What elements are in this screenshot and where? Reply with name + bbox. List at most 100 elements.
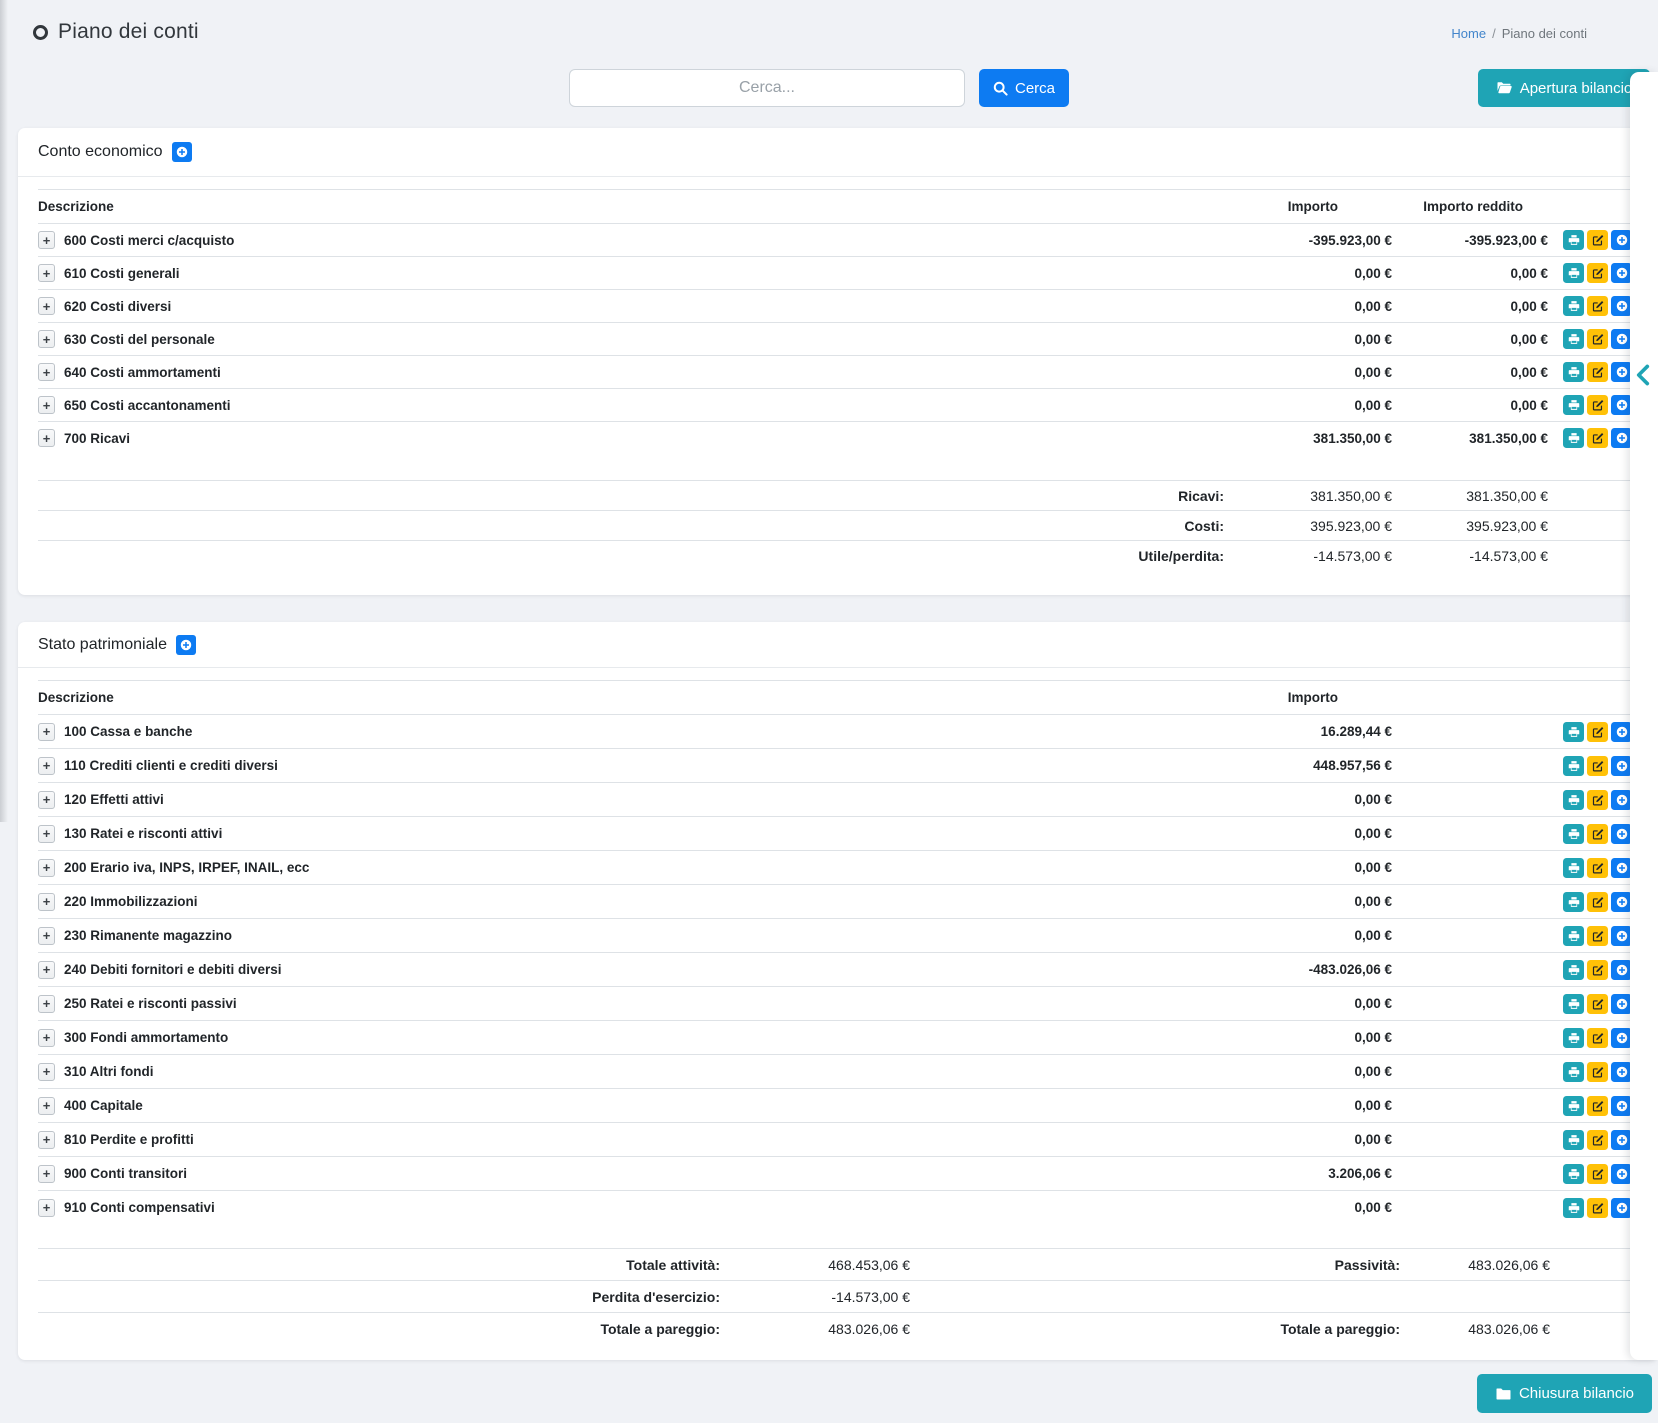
print-button[interactable] — [1563, 296, 1584, 316]
add-subaccount-button[interactable] — [1611, 395, 1632, 415]
edit-button[interactable] — [1587, 857, 1608, 878]
edit-button[interactable] — [1587, 230, 1608, 250]
add-subaccount-button[interactable] — [1611, 296, 1632, 316]
expand-row-button[interactable]: + — [38, 264, 55, 282]
expand-row-button[interactable]: + — [38, 1164, 55, 1183]
edit-button[interactable] — [1587, 959, 1608, 980]
add-subaccount-button[interactable] — [1611, 1095, 1632, 1116]
expand-row-button[interactable]: + — [38, 824, 55, 843]
apertura-bilancio-button[interactable]: Apertura bilancio — [1478, 69, 1650, 107]
print-button[interactable] — [1563, 925, 1584, 946]
print-button[interactable] — [1563, 1197, 1584, 1218]
print-button[interactable] — [1563, 1163, 1584, 1184]
add-subaccount-button[interactable] — [1611, 362, 1632, 382]
print-button[interactable] — [1563, 1129, 1584, 1150]
print-button[interactable] — [1563, 721, 1584, 742]
expand-row-button[interactable]: + — [38, 1198, 55, 1217]
edit-button[interactable] — [1587, 1163, 1608, 1184]
add-subaccount-button[interactable] — [1611, 263, 1632, 283]
add-subaccount-button[interactable] — [1611, 857, 1632, 878]
add-subaccount-button[interactable] — [1611, 1061, 1632, 1082]
edit-button[interactable] — [1587, 993, 1608, 1014]
breadcrumb-home-link[interactable]: Home — [1451, 26, 1487, 41]
account-row: + 650 Costi accantonamenti 0,00 € 0,00 € — [38, 388, 1650, 421]
add-subaccount-button[interactable] — [1611, 1129, 1632, 1150]
expand-row-button[interactable]: + — [38, 994, 55, 1013]
edit-button[interactable] — [1587, 362, 1608, 382]
edit-button[interactable] — [1587, 755, 1608, 776]
print-button[interactable] — [1563, 263, 1584, 283]
add-subaccount-button[interactable] — [1611, 1163, 1632, 1184]
print-button[interactable] — [1563, 329, 1584, 349]
expand-row-button[interactable]: + — [38, 297, 55, 315]
edit-button[interactable] — [1587, 1129, 1608, 1150]
account-row: + 400 Capitale 0,00 € — [38, 1088, 1650, 1122]
print-button[interactable] — [1563, 959, 1584, 980]
expand-row-button[interactable]: + — [38, 1130, 55, 1149]
expand-row-button[interactable]: + — [38, 722, 55, 741]
edit-button[interactable] — [1587, 721, 1608, 742]
edit-button[interactable] — [1587, 1095, 1608, 1116]
print-button[interactable] — [1563, 789, 1584, 810]
add-subaccount-button[interactable] — [1611, 993, 1632, 1014]
expand-row-button[interactable]: + — [38, 926, 55, 945]
chevron-left-icon[interactable] — [1636, 364, 1650, 386]
chiusura-bilancio-button[interactable]: Chiusura bilancio — [1477, 1374, 1652, 1413]
search-button[interactable]: Cerca — [979, 69, 1069, 107]
add-subaccount-button[interactable] — [1611, 329, 1632, 349]
add-subaccount-button[interactable] — [1611, 823, 1632, 844]
print-button[interactable] — [1563, 1027, 1584, 1048]
print-button[interactable] — [1563, 755, 1584, 776]
add-conto-economico-button[interactable] — [171, 142, 192, 162]
expand-row-button[interactable]: + — [38, 1062, 55, 1081]
expand-row-button[interactable]: + — [38, 231, 55, 249]
print-button[interactable] — [1563, 1095, 1584, 1116]
add-subaccount-button[interactable] — [1611, 1197, 1632, 1218]
expand-row-button[interactable]: + — [38, 330, 55, 348]
edit-button[interactable] — [1587, 1027, 1608, 1048]
expand-row-button[interactable]: + — [38, 756, 55, 775]
edit-button[interactable] — [1587, 925, 1608, 946]
add-subaccount-button[interactable] — [1611, 789, 1632, 810]
edit-button[interactable] — [1587, 296, 1608, 316]
print-button[interactable] — [1563, 362, 1584, 382]
add-subaccount-button[interactable] — [1611, 230, 1632, 250]
edit-button[interactable] — [1587, 1197, 1608, 1218]
add-stato-patrimoniale-button[interactable] — [175, 634, 196, 655]
expand-row-button[interactable]: + — [38, 363, 55, 381]
print-button[interactable] — [1563, 857, 1584, 878]
add-subaccount-button[interactable] — [1611, 925, 1632, 946]
print-button[interactable] — [1563, 428, 1584, 448]
print-button[interactable] — [1563, 993, 1584, 1014]
print-button[interactable] — [1563, 1061, 1584, 1082]
search-input[interactable] — [569, 69, 965, 107]
edit-button[interactable] — [1587, 1061, 1608, 1082]
expand-row-button[interactable]: + — [38, 892, 55, 911]
print-button[interactable] — [1563, 230, 1584, 250]
edit-button[interactable] — [1587, 891, 1608, 912]
print-button[interactable] — [1563, 823, 1584, 844]
account-label: 620 Costi diversi — [64, 298, 172, 314]
expand-row-button[interactable]: + — [38, 429, 55, 447]
edit-button[interactable] — [1587, 329, 1608, 349]
add-subaccount-button[interactable] — [1611, 721, 1632, 742]
add-subaccount-button[interactable] — [1611, 1027, 1632, 1048]
add-subaccount-button[interactable] — [1611, 891, 1632, 912]
edit-button[interactable] — [1587, 789, 1608, 810]
add-subaccount-button[interactable] — [1611, 755, 1632, 776]
expand-row-button[interactable]: + — [38, 396, 55, 414]
expand-row-button[interactable]: + — [38, 1028, 55, 1047]
edit-button[interactable] — [1587, 823, 1608, 844]
edit-button[interactable] — [1587, 428, 1608, 448]
print-button[interactable] — [1563, 395, 1584, 415]
expand-row-button[interactable]: + — [38, 1096, 55, 1115]
add-subaccount-button[interactable] — [1611, 428, 1632, 448]
expand-row-button[interactable]: + — [38, 858, 55, 877]
add-subaccount-button[interactable] — [1611, 959, 1632, 980]
edit-button[interactable] — [1587, 263, 1608, 283]
expand-row-button[interactable]: + — [38, 960, 55, 979]
print-button[interactable] — [1563, 891, 1584, 912]
expand-row-button[interactable]: + — [38, 790, 55, 809]
stato-patrimoniale-card: Stato patrimoniale Descrizione Importo +… — [18, 622, 1658, 1360]
edit-button[interactable] — [1587, 395, 1608, 415]
